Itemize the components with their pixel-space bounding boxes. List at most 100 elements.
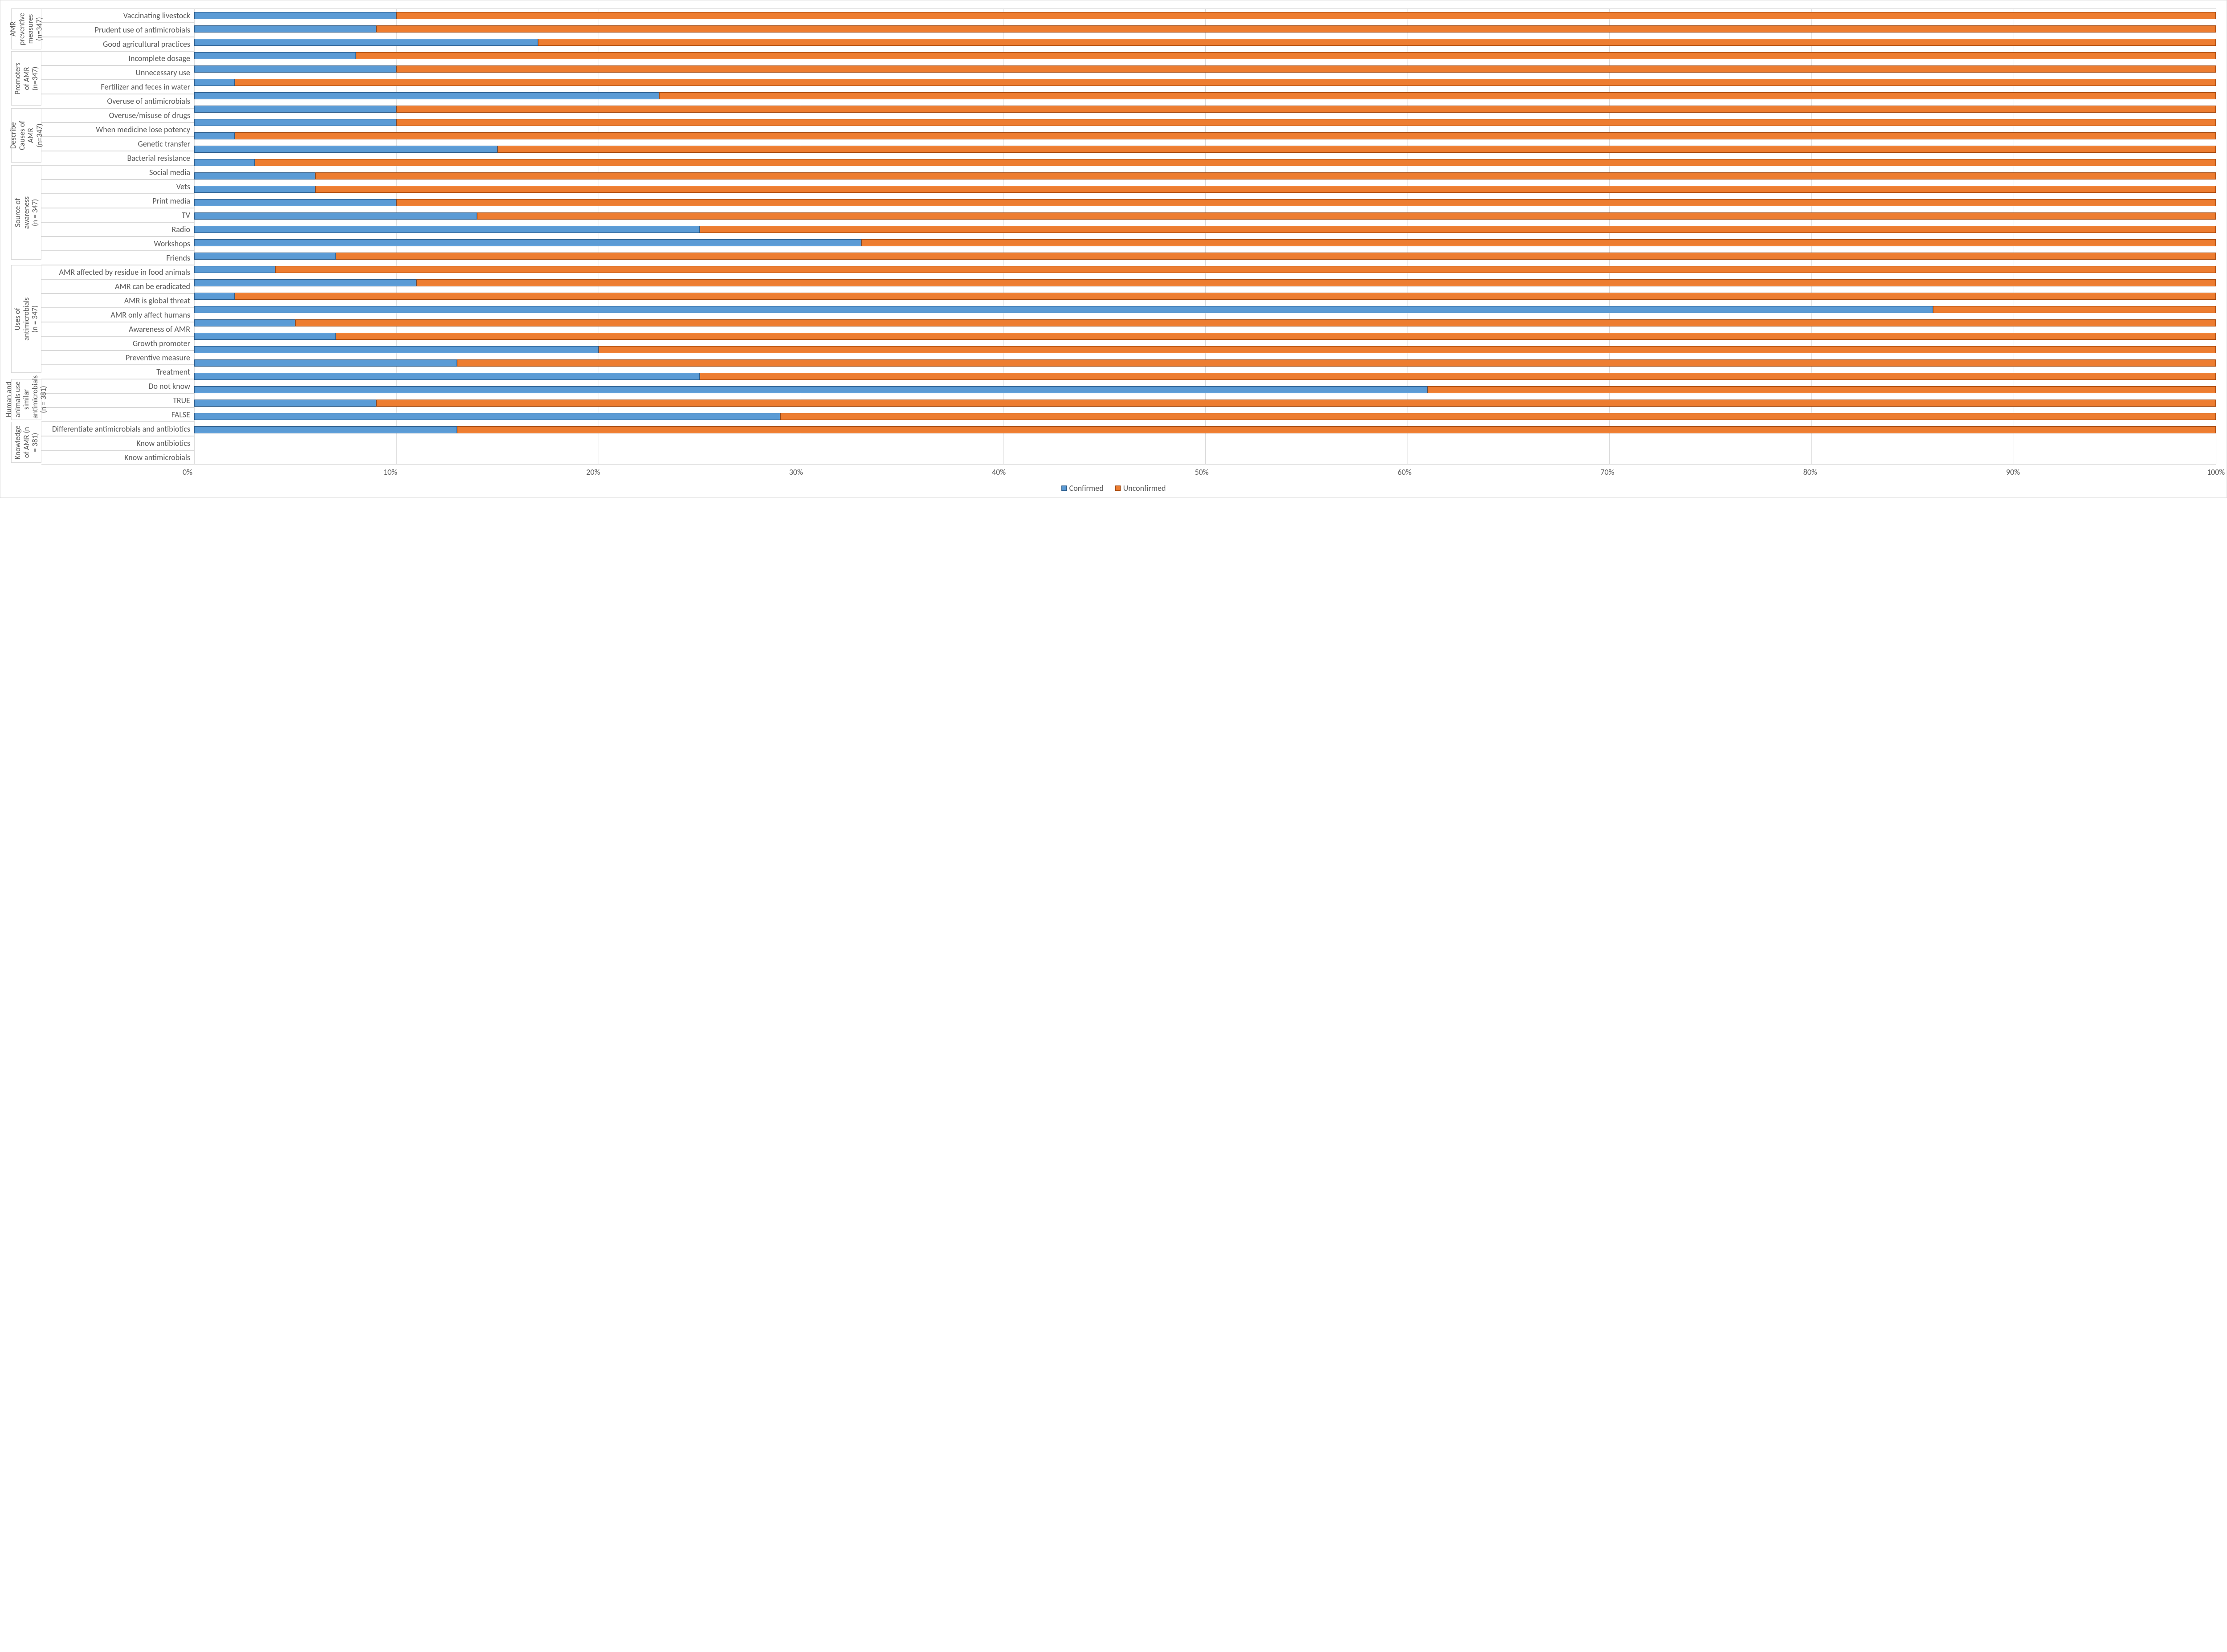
bar-segment-confirmed (194, 199, 396, 207)
bar-segment-unconfirmed (1933, 306, 2216, 314)
bar-row (194, 423, 2216, 436)
bar-segment-unconfirmed (315, 172, 2216, 180)
bar-row (194, 156, 2216, 169)
bar-segment-unconfirmed (336, 333, 2216, 340)
bar-segment-confirmed (194, 186, 315, 193)
item-label: Social media (41, 165, 194, 179)
item-label: Incomplete dosage (41, 51, 194, 65)
item-label: When medicine lose potency (41, 122, 194, 137)
bar-segment-confirmed (194, 279, 416, 287)
x-tick-label: 0% (183, 467, 192, 477)
legend-item: Unconfirmed (1115, 483, 1166, 493)
bar-row (194, 196, 2216, 209)
legend-label: Confirmed (1069, 483, 1104, 493)
bar-row (194, 116, 2216, 129)
bar-row (194, 209, 2216, 223)
item-label: AMR affected by residue in food animals (41, 265, 194, 279)
group-label: Uses of antimicrobials (n = 347) (11, 265, 41, 373)
bar-row (194, 169, 2216, 183)
bar-segment-unconfirmed (336, 253, 2216, 260)
bar-segment-unconfirmed (356, 52, 2216, 60)
group-label-text: Source of awareness (n = 347) (13, 196, 40, 229)
item-label: Know antimicrobials (41, 450, 194, 465)
group-label: Human and animals use similar antimicrob… (11, 379, 41, 420)
legend-item: Confirmed (1061, 483, 1104, 493)
bars-inner (194, 9, 2216, 464)
item-label: Overuse of antimicrobials (41, 94, 194, 108)
bar-row (194, 330, 2216, 343)
group-label-text: Promoters of AMR (n=347) (13, 62, 40, 94)
bar-row (194, 370, 2216, 383)
bar-row (194, 316, 2216, 330)
bar-segment-unconfirmed (538, 39, 2216, 46)
group-label-text: Human and animals use similar antimicrob… (4, 380, 48, 419)
bar-segment-confirmed (194, 212, 477, 220)
bar-row (194, 89, 2216, 102)
bar-row (194, 343, 2216, 356)
bar-segment-unconfirmed (235, 79, 2216, 86)
bar-segment-confirmed (194, 39, 538, 46)
bar-row (194, 383, 2216, 396)
bar-row (194, 49, 2216, 62)
item-label: Genetic transfer (41, 137, 194, 151)
bar-row (194, 9, 2216, 22)
bars-area (194, 8, 2216, 465)
bar-row (194, 263, 2216, 276)
bar-segment-confirmed (194, 426, 457, 434)
bar-segment-unconfirmed (457, 426, 2216, 434)
bar-segment-confirmed (194, 79, 235, 86)
bar-row (194, 22, 2216, 36)
x-tick-label: 10% (383, 467, 397, 477)
group-label-text: Uses of antimicrobials (n = 347) (13, 297, 40, 340)
bar-segment-unconfirmed (376, 25, 2216, 33)
item-label: AMR is global threat (41, 294, 194, 308)
bar-segment-confirmed (194, 386, 1428, 394)
item-label: Unnecessary use (41, 65, 194, 80)
bar-segment-confirmed (194, 319, 295, 327)
group-label: Describe Causes of AMR (n=347) (11, 108, 41, 163)
group-label: Knowledge of AMR (n = 381) (11, 422, 41, 463)
group-label-text: Describe Causes of AMR (n=347) (9, 121, 44, 150)
bar-segment-unconfirmed (498, 146, 2216, 153)
bar-segment-confirmed (194, 119, 396, 126)
x-axis-ticks: 0%10%20%30%40%50%60%70%80%90%100% (188, 465, 2216, 478)
bar-segment-confirmed (194, 253, 336, 260)
bar-row (194, 143, 2216, 156)
x-tick-label: 60% (1398, 467, 1411, 477)
bar-row (194, 76, 2216, 89)
bar-segment-confirmed (194, 239, 861, 247)
bar-segment-unconfirmed (599, 346, 2216, 354)
group-label-text: AMR preventive measures (n=347) (9, 12, 44, 45)
bar-segment-confirmed (194, 293, 235, 300)
bar-segment-unconfirmed (780, 413, 2216, 420)
bar-segment-confirmed (194, 25, 376, 33)
bar-segment-unconfirmed (396, 199, 2216, 207)
bar-row (194, 410, 2216, 423)
bar-segment-confirmed (194, 52, 356, 60)
item-label: Friends (41, 251, 194, 265)
bar-segment-unconfirmed (416, 279, 2216, 287)
bar-row (194, 183, 2216, 196)
item-label: Differentiate antimicrobials and antibio… (41, 422, 194, 436)
bar-row (194, 223, 2216, 236)
category-axis: AMR preventive measures (n=347)Vaccinati… (11, 8, 194, 465)
item-label: Fertilizer and feces in water (41, 80, 194, 94)
bar-segment-unconfirmed (376, 400, 2216, 407)
item-label: Do not know (41, 379, 194, 393)
bar-segment-confirmed (194, 132, 235, 140)
bar-segment-confirmed (194, 146, 498, 153)
bar-segment-unconfirmed (396, 12, 2216, 20)
item-label: Know antibiotics (41, 436, 194, 450)
bar-row (194, 62, 2216, 76)
x-tick-label: 20% (586, 467, 600, 477)
bar-segment-unconfirmed (235, 132, 2216, 140)
bar-segment-unconfirmed (396, 119, 2216, 126)
bar-row (194, 249, 2216, 263)
bar-segment-confirmed (194, 226, 700, 233)
item-label: Radio (41, 222, 194, 237)
bar-segment-unconfirmed (1428, 386, 2216, 394)
item-label: Overuse/misuse of drugs (41, 108, 194, 122)
legend-swatch (1061, 485, 1067, 491)
item-label: Vets (41, 179, 194, 194)
x-tick-label: 50% (1195, 467, 1208, 477)
